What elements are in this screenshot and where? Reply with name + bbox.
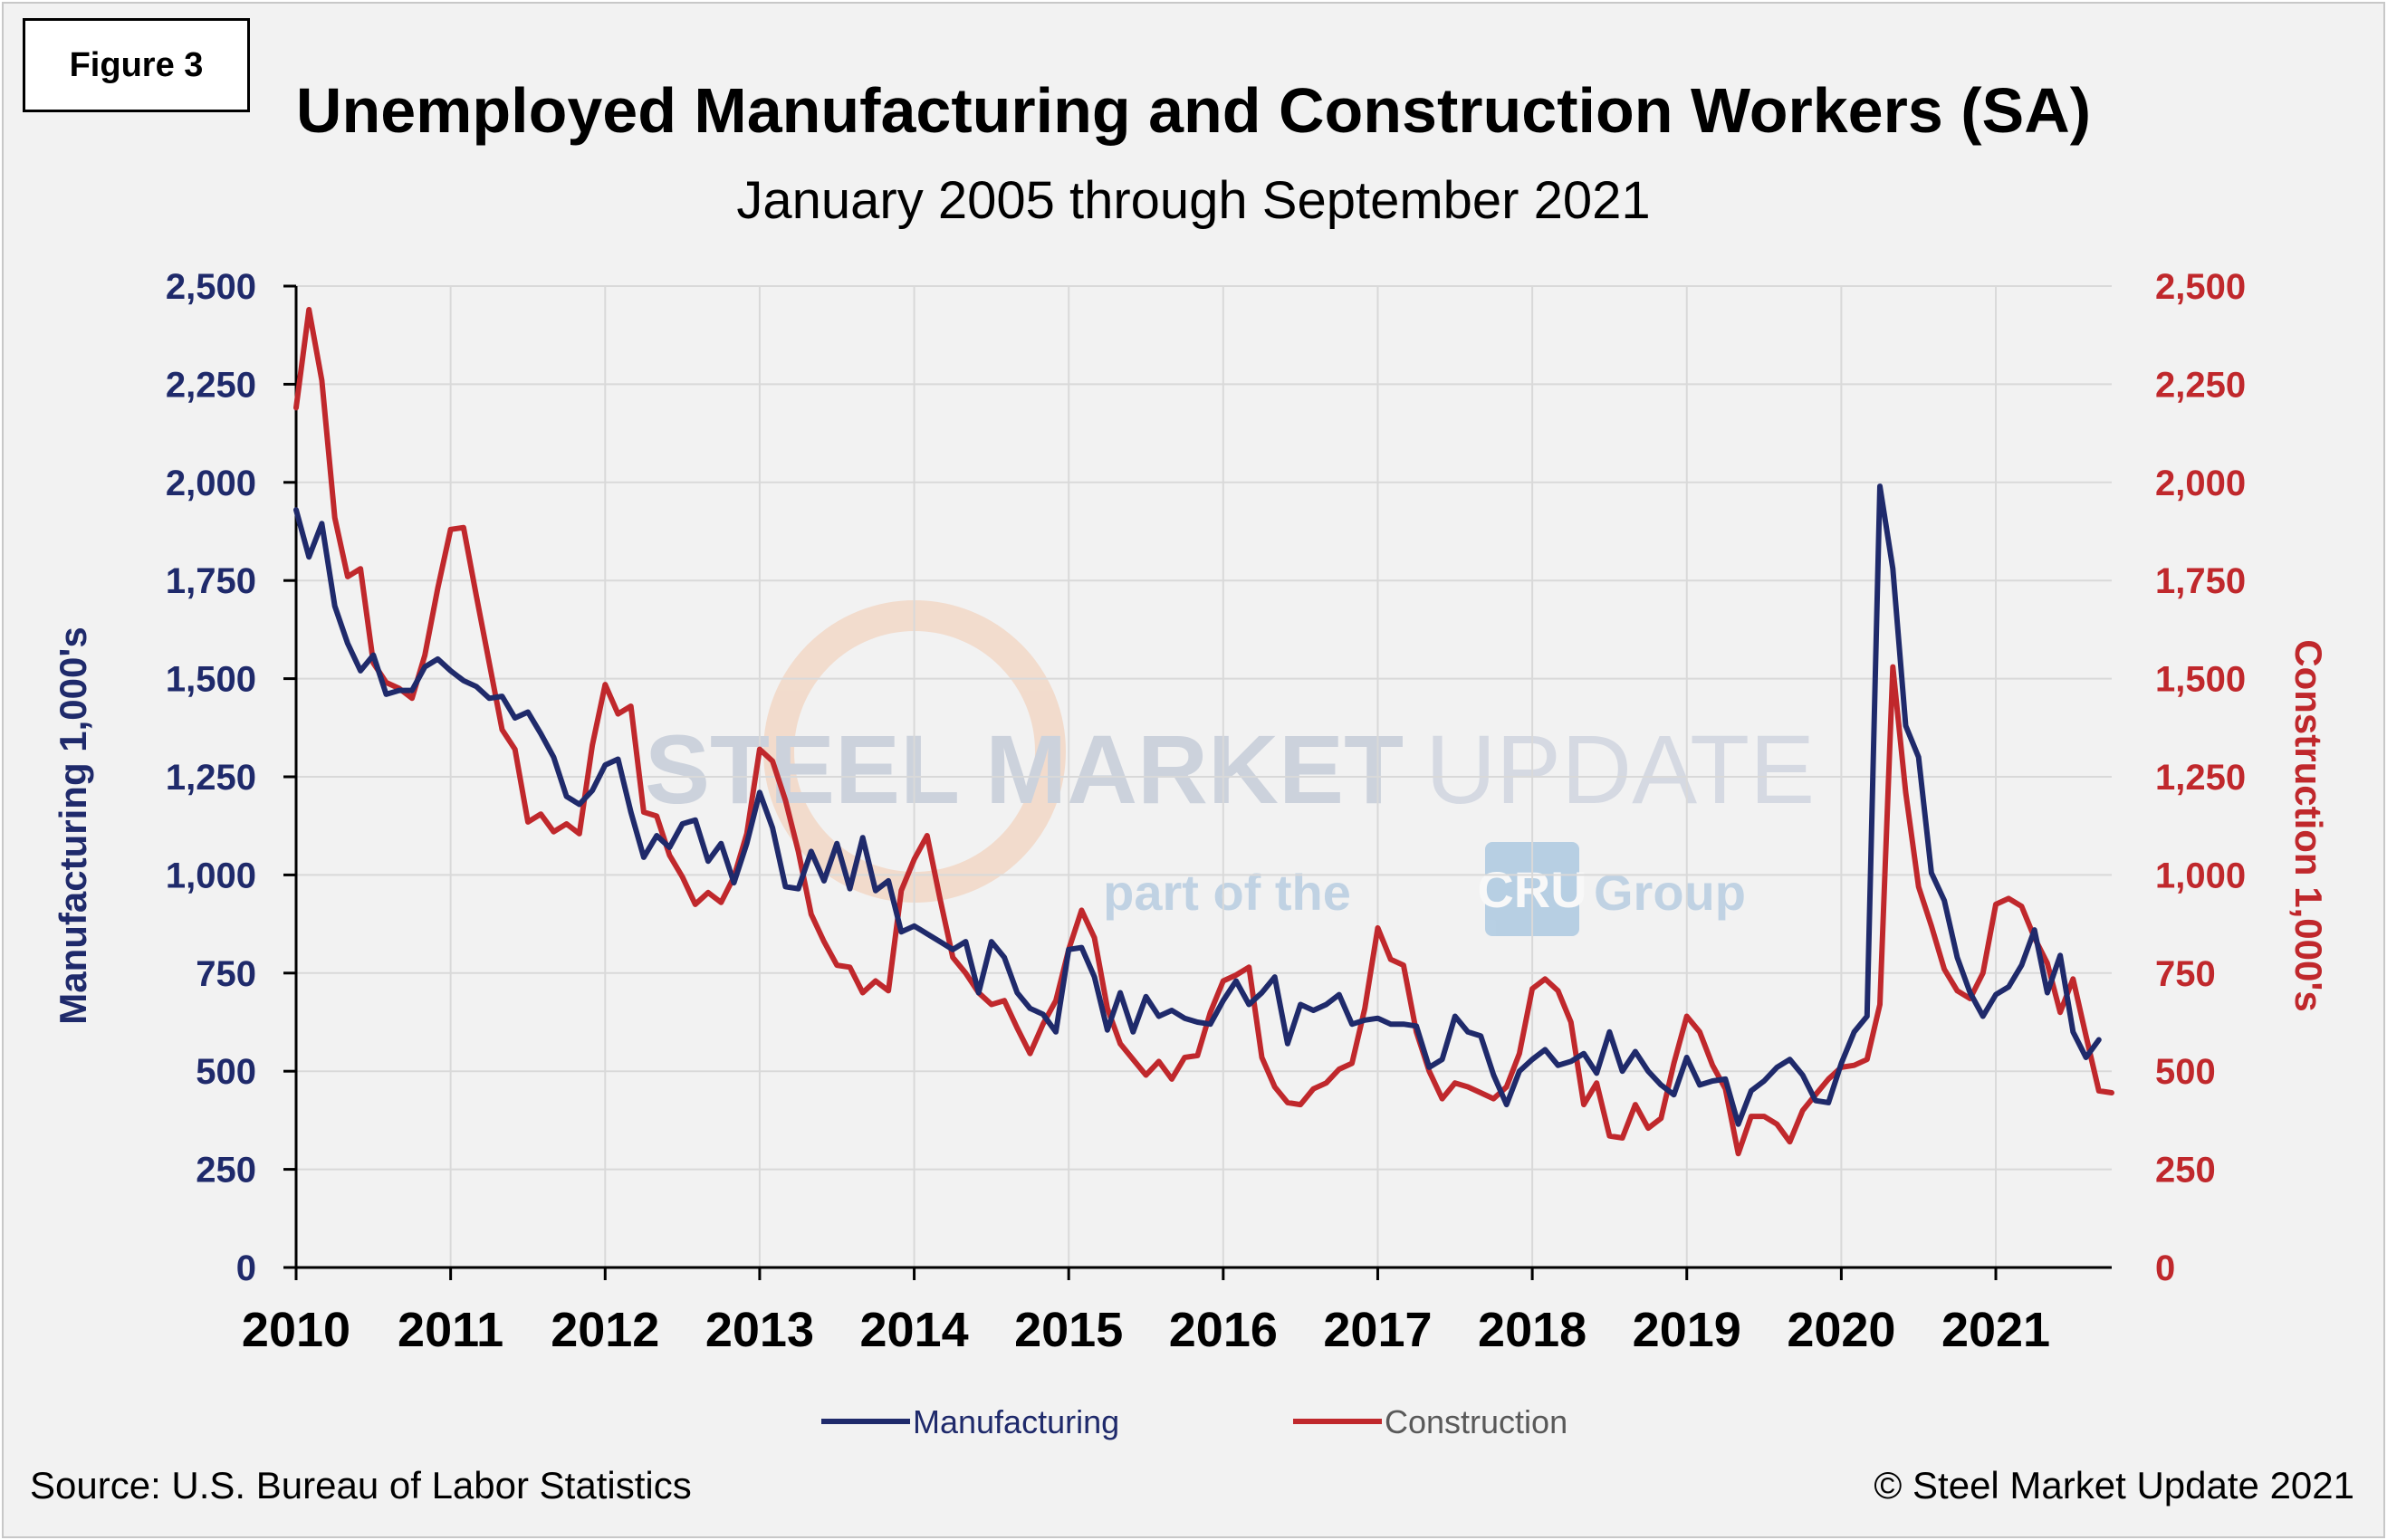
x-tick-label: 2010 — [242, 1303, 350, 1357]
right-tick-label: 750 — [2155, 954, 2216, 994]
chart-title: Unemployed Manufacturing and Constructio… — [295, 75, 2092, 146]
watermark: STEEL MARKET UPDATE part of the CRU Group — [645, 600, 1815, 936]
right-tick-label: 250 — [2155, 1151, 2216, 1191]
left-tick-label: 0 — [236, 1248, 256, 1288]
x-tick-label: 2014 — [859, 1303, 968, 1357]
left-tick-label: 1,750 — [166, 561, 256, 601]
left-tick-label: 2,250 — [166, 365, 256, 405]
grid — [296, 285, 2112, 1267]
right-tick-label: 1,000 — [2155, 856, 2246, 895]
left-tick-label: 1,000 — [166, 856, 256, 895]
x-tick-label: 2015 — [1014, 1303, 1123, 1357]
series-line-manufacturing — [293, 483, 2102, 1127]
right-tick-label: 1,500 — [2155, 660, 2246, 700]
right-tick-label: 2,000 — [2155, 464, 2246, 503]
x-tick-label: 2017 — [1323, 1303, 1432, 1357]
watermark-suffix: Group — [1594, 864, 1746, 921]
x-tick-label: 2021 — [1941, 1303, 2050, 1357]
right-tick-label: 2,250 — [2155, 365, 2246, 405]
x-tick-label: 2020 — [1787, 1303, 1895, 1357]
x-tick-label: 2018 — [1478, 1303, 1587, 1357]
left-tick-label: 250 — [196, 1151, 256, 1191]
left-tick-label: 2,500 — [166, 267, 256, 307]
copyright-note: © Steel Market Update 2021 — [1874, 1464, 2354, 1507]
left-tick-label: 750 — [196, 954, 256, 994]
right-tick-label: 1,750 — [2155, 561, 2246, 601]
x-tick-label: 2013 — [705, 1303, 814, 1357]
left-tick-label: 500 — [196, 1052, 256, 1092]
left-axis-title: Manufacturing 1,000's — [52, 627, 94, 1024]
x-tick-label: 2016 — [1169, 1303, 1278, 1357]
left-tick-label: 2,000 — [166, 464, 256, 503]
chart-subtitle: January 2005 through September 2021 — [736, 171, 1651, 230]
legend-manufacturing-label: Manufacturing — [913, 1403, 1119, 1440]
x-tick-label: 2019 — [1633, 1303, 1741, 1357]
right-tick-label: 500 — [2155, 1052, 2216, 1092]
watermark-prefix: part of the — [1103, 864, 1351, 921]
series-line-construction — [293, 307, 2114, 1157]
series — [293, 307, 2114, 1157]
x-tick-label: 2012 — [551, 1303, 659, 1357]
figure-label: Figure 3 — [23, 18, 250, 112]
right-tick-label: 2,500 — [2155, 267, 2246, 307]
x-tick-label: 2011 — [398, 1303, 503, 1357]
right-tick-label: 1,250 — [2155, 758, 2246, 798]
tick-labels: 0 0 250 250 500 500 750 750 1,000 1,000 1,250 1,250… — [166, 267, 2246, 1357]
axes — [283, 284, 2112, 1280]
watermark-line1: STEEL MARKET UPDATE — [645, 714, 1815, 824]
legend: Manufacturing Construction — [821, 1403, 1567, 1440]
left-tick-label: 1,500 — [166, 660, 256, 700]
right-tick-label: 0 — [2155, 1248, 2175, 1288]
source-note: Source: U.S. Bureau of Labor Statistics — [30, 1464, 692, 1507]
right-axis-title: Construction 1,000's — [2287, 639, 2330, 1011]
legend-construction-label: Construction — [1385, 1403, 1567, 1440]
left-tick-label: 1,250 — [166, 758, 256, 798]
